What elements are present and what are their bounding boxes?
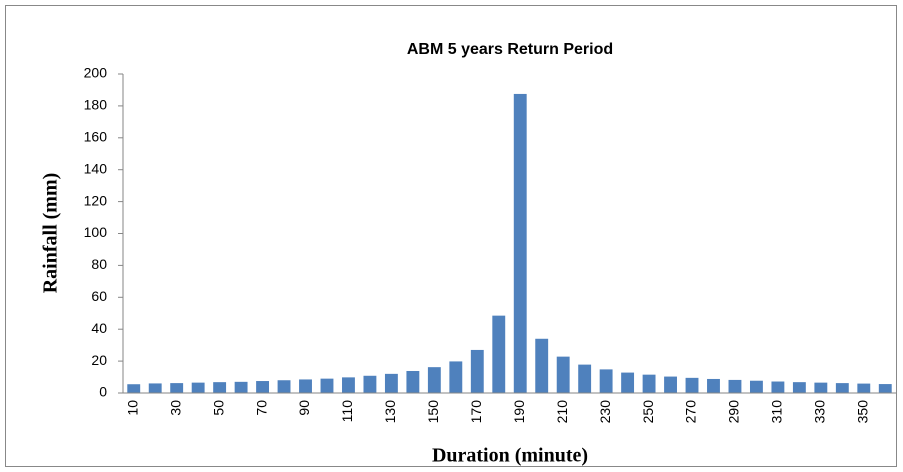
bar	[213, 382, 227, 393]
bar	[685, 377, 699, 393]
x-tick-label: 270	[683, 400, 699, 424]
bar	[556, 356, 570, 393]
y-tick-label: 80	[91, 256, 107, 272]
bar	[664, 376, 677, 393]
bar	[535, 338, 549, 393]
x-axis-label: Duration (minute)	[432, 445, 588, 467]
bar	[749, 380, 763, 393]
bar	[857, 383, 871, 393]
x-tick-label: 210	[554, 400, 570, 424]
y-tick-label: 20	[91, 352, 107, 368]
bar	[835, 383, 849, 393]
x-tick-label: 130	[382, 400, 398, 424]
bar	[170, 383, 184, 393]
bar	[513, 93, 527, 393]
x-tick-label: 350	[854, 400, 870, 424]
y-tick-label: 200	[84, 65, 108, 81]
y-tick-label: 180	[84, 97, 108, 113]
x-tick-label: 30	[167, 400, 183, 416]
bar	[771, 381, 785, 393]
bar	[449, 361, 463, 393]
bar	[256, 381, 270, 393]
bar	[299, 379, 312, 393]
bar	[578, 364, 592, 393]
bar	[277, 380, 291, 393]
x-tick-label: 330	[812, 400, 828, 424]
x-tick-label: 90	[296, 400, 312, 416]
bar	[599, 369, 613, 393]
x-tick-label: 50	[210, 400, 226, 416]
bar	[621, 372, 635, 393]
chart-title: ABM 5 years Return Period	[407, 41, 613, 58]
bar	[363, 375, 377, 393]
bar	[707, 378, 720, 393]
y-tick-label: 140	[84, 160, 108, 176]
bar	[427, 367, 441, 393]
y-tick-label: 100	[84, 224, 108, 240]
bar	[148, 383, 162, 393]
x-tick-label: 230	[597, 400, 613, 424]
y-tick-label: 60	[91, 288, 107, 304]
bar	[792, 382, 806, 393]
y-tick-label: 160	[84, 129, 108, 145]
bar	[127, 384, 141, 393]
bar	[814, 382, 828, 393]
x-tick-label: 10	[124, 400, 140, 416]
x-tick-label: 110	[339, 400, 355, 423]
bar	[191, 382, 205, 393]
x-tick-label: 70	[253, 400, 269, 416]
x-tick-label: 190	[511, 400, 527, 424]
bar	[234, 381, 248, 393]
bar	[878, 384, 892, 393]
bar	[728, 379, 742, 393]
bar	[342, 377, 355, 393]
y-tick-label: 40	[91, 320, 107, 336]
x-tick-label: 290	[726, 400, 742, 424]
bar	[320, 378, 334, 393]
x-tick-label: 310	[769, 400, 785, 424]
y-axis-label: Rainfall (mm)	[40, 173, 62, 294]
y-tick-label: 0	[99, 384, 107, 400]
y-tick-label: 120	[84, 192, 108, 208]
bar	[470, 349, 484, 393]
bar	[406, 370, 420, 393]
x-tick-label: 170	[468, 400, 484, 424]
bar	[642, 374, 656, 393]
bar	[492, 315, 506, 393]
chart-border	[5, 5, 897, 467]
bar	[384, 373, 398, 393]
x-tick-label: 150	[425, 400, 441, 424]
x-tick-label: 250	[640, 400, 656, 424]
